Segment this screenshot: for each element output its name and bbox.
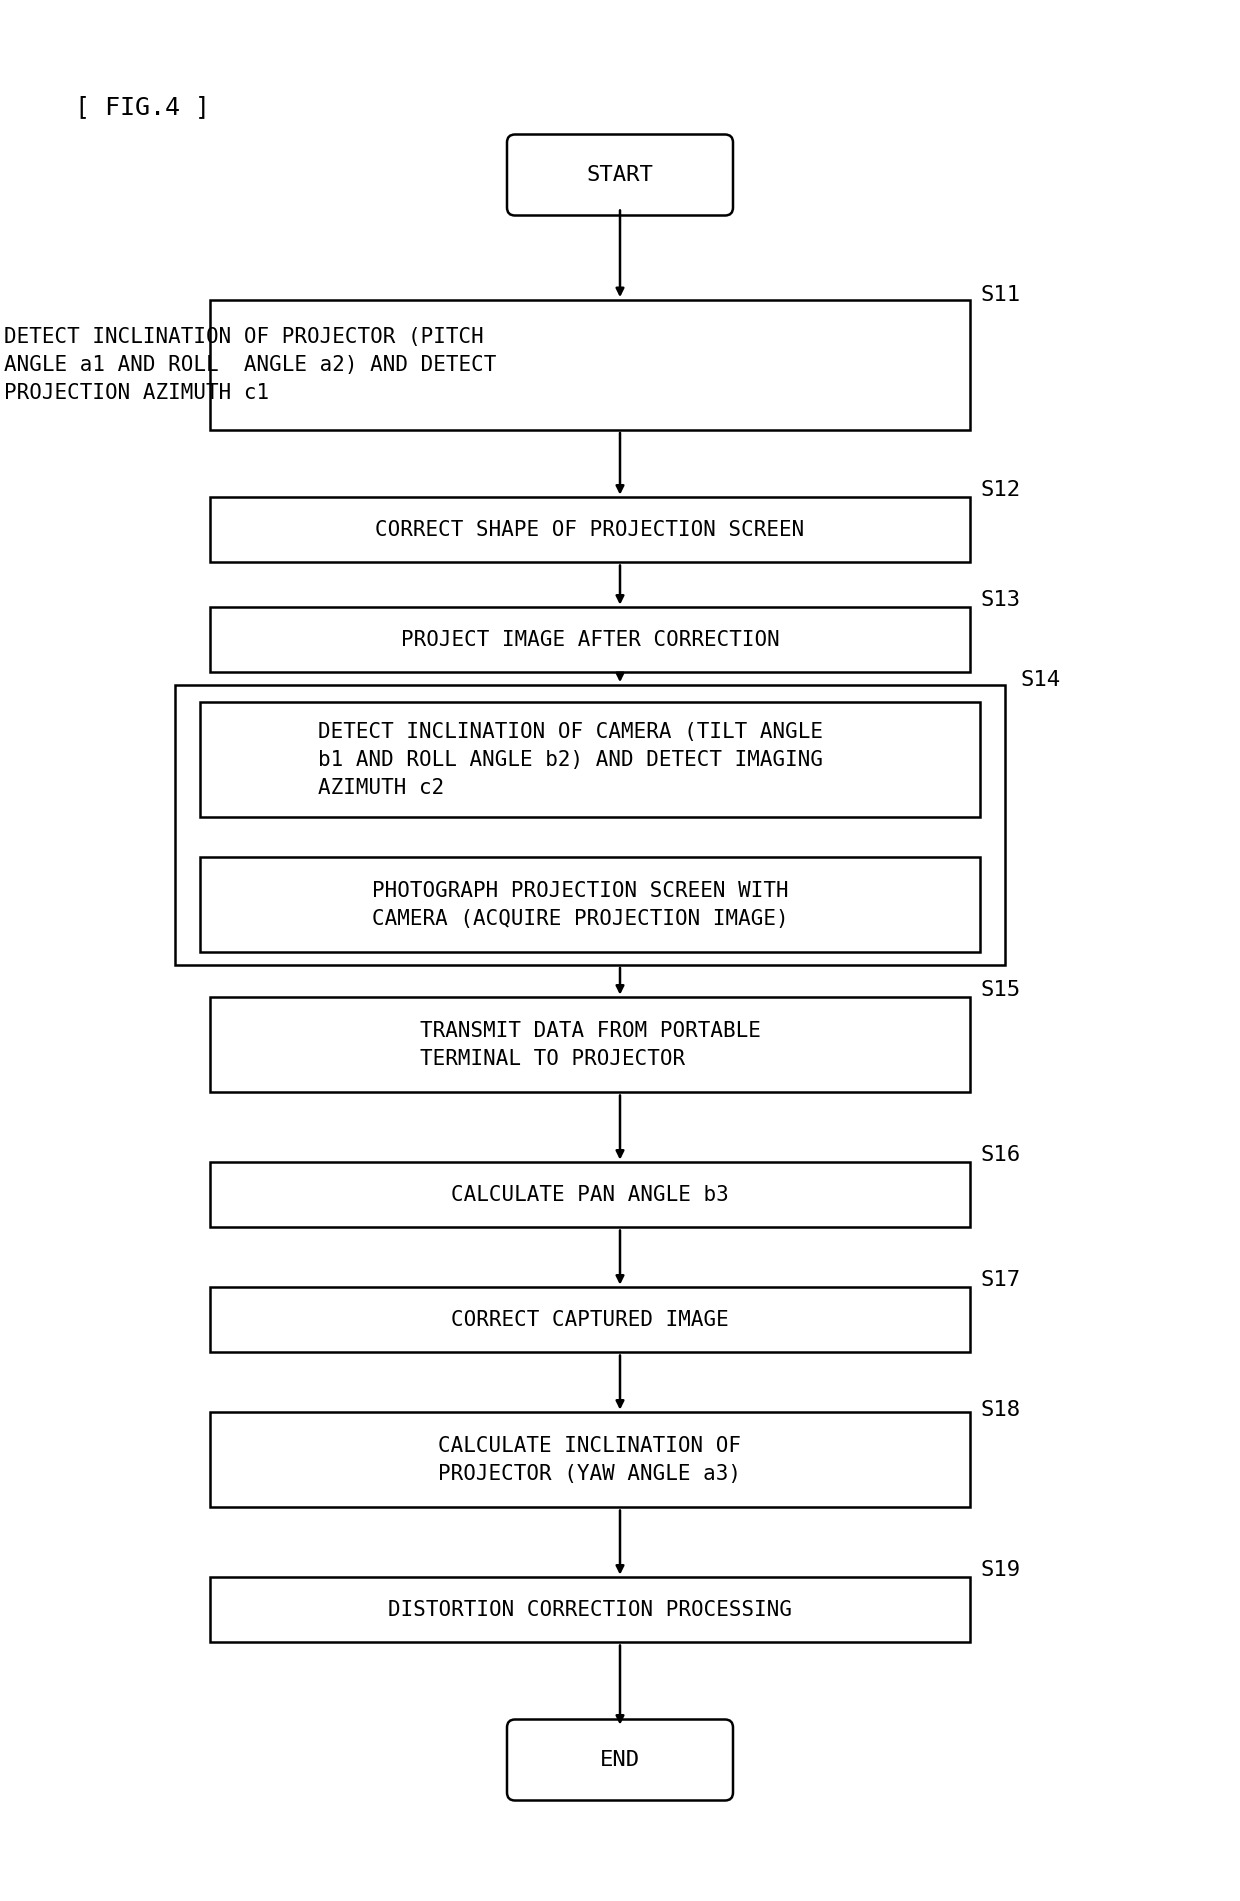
Bar bbox=[210, 1287, 970, 1352]
Text: S12: S12 bbox=[980, 479, 1021, 500]
FancyBboxPatch shape bbox=[507, 1720, 733, 1800]
Bar bbox=[210, 1412, 970, 1507]
Text: DETECT INCLINATION OF PROJECTOR (PITCH
ANGLE a1 AND ROLL  ANGLE a2) AND DETECT
P: DETECT INCLINATION OF PROJECTOR (PITCH A… bbox=[4, 327, 496, 403]
Text: CALCULATE INCLINATION OF
PROJECTOR (YAW ANGLE a3): CALCULATE INCLINATION OF PROJECTOR (YAW … bbox=[439, 1435, 742, 1485]
Bar bbox=[210, 608, 970, 673]
Bar bbox=[175, 684, 1004, 966]
Text: START: START bbox=[587, 165, 653, 184]
Bar bbox=[210, 1163, 970, 1228]
Text: [ FIG.4 ]: [ FIG.4 ] bbox=[74, 95, 210, 120]
Text: S11: S11 bbox=[980, 285, 1021, 304]
Text: CALCULATE PAN ANGLE b3: CALCULATE PAN ANGLE b3 bbox=[451, 1184, 729, 1205]
Text: S13: S13 bbox=[980, 589, 1021, 610]
Bar bbox=[210, 998, 970, 1093]
Text: S16: S16 bbox=[980, 1144, 1021, 1165]
Text: S15: S15 bbox=[980, 981, 1021, 1000]
Text: S18: S18 bbox=[980, 1399, 1021, 1420]
Text: PHOTOGRAPH PROJECTION SCREEN WITH
CAMERA (ACQUIRE PROJECTION IMAGE): PHOTOGRAPH PROJECTION SCREEN WITH CAMERA… bbox=[372, 880, 789, 930]
Text: DISTORTION CORRECTION PROCESSING: DISTORTION CORRECTION PROCESSING bbox=[388, 1601, 792, 1620]
Text: S17: S17 bbox=[980, 1270, 1021, 1291]
Text: TRANSMIT DATA FROM PORTABLE
TERMINAL TO PROJECTOR: TRANSMIT DATA FROM PORTABLE TERMINAL TO … bbox=[419, 1021, 760, 1068]
Text: S14: S14 bbox=[1021, 669, 1060, 690]
Bar bbox=[200, 857, 980, 952]
Text: CORRECT CAPTURED IMAGE: CORRECT CAPTURED IMAGE bbox=[451, 1310, 729, 1331]
Text: DETECT INCLINATION OF CAMERA (TILT ANGLE
b1 AND ROLL ANGLE b2) AND DETECT IMAGIN: DETECT INCLINATION OF CAMERA (TILT ANGLE… bbox=[317, 722, 822, 798]
Text: CORRECT SHAPE OF PROJECTION SCREEN: CORRECT SHAPE OF PROJECTION SCREEN bbox=[376, 521, 805, 540]
Text: END: END bbox=[600, 1751, 640, 1770]
Bar bbox=[210, 498, 970, 563]
Text: S19: S19 bbox=[980, 1561, 1021, 1580]
Bar bbox=[210, 1578, 970, 1642]
Text: PROJECT IMAGE AFTER CORRECTION: PROJECT IMAGE AFTER CORRECTION bbox=[401, 629, 780, 650]
Bar bbox=[210, 300, 970, 430]
Bar bbox=[200, 703, 980, 817]
FancyBboxPatch shape bbox=[507, 135, 733, 215]
